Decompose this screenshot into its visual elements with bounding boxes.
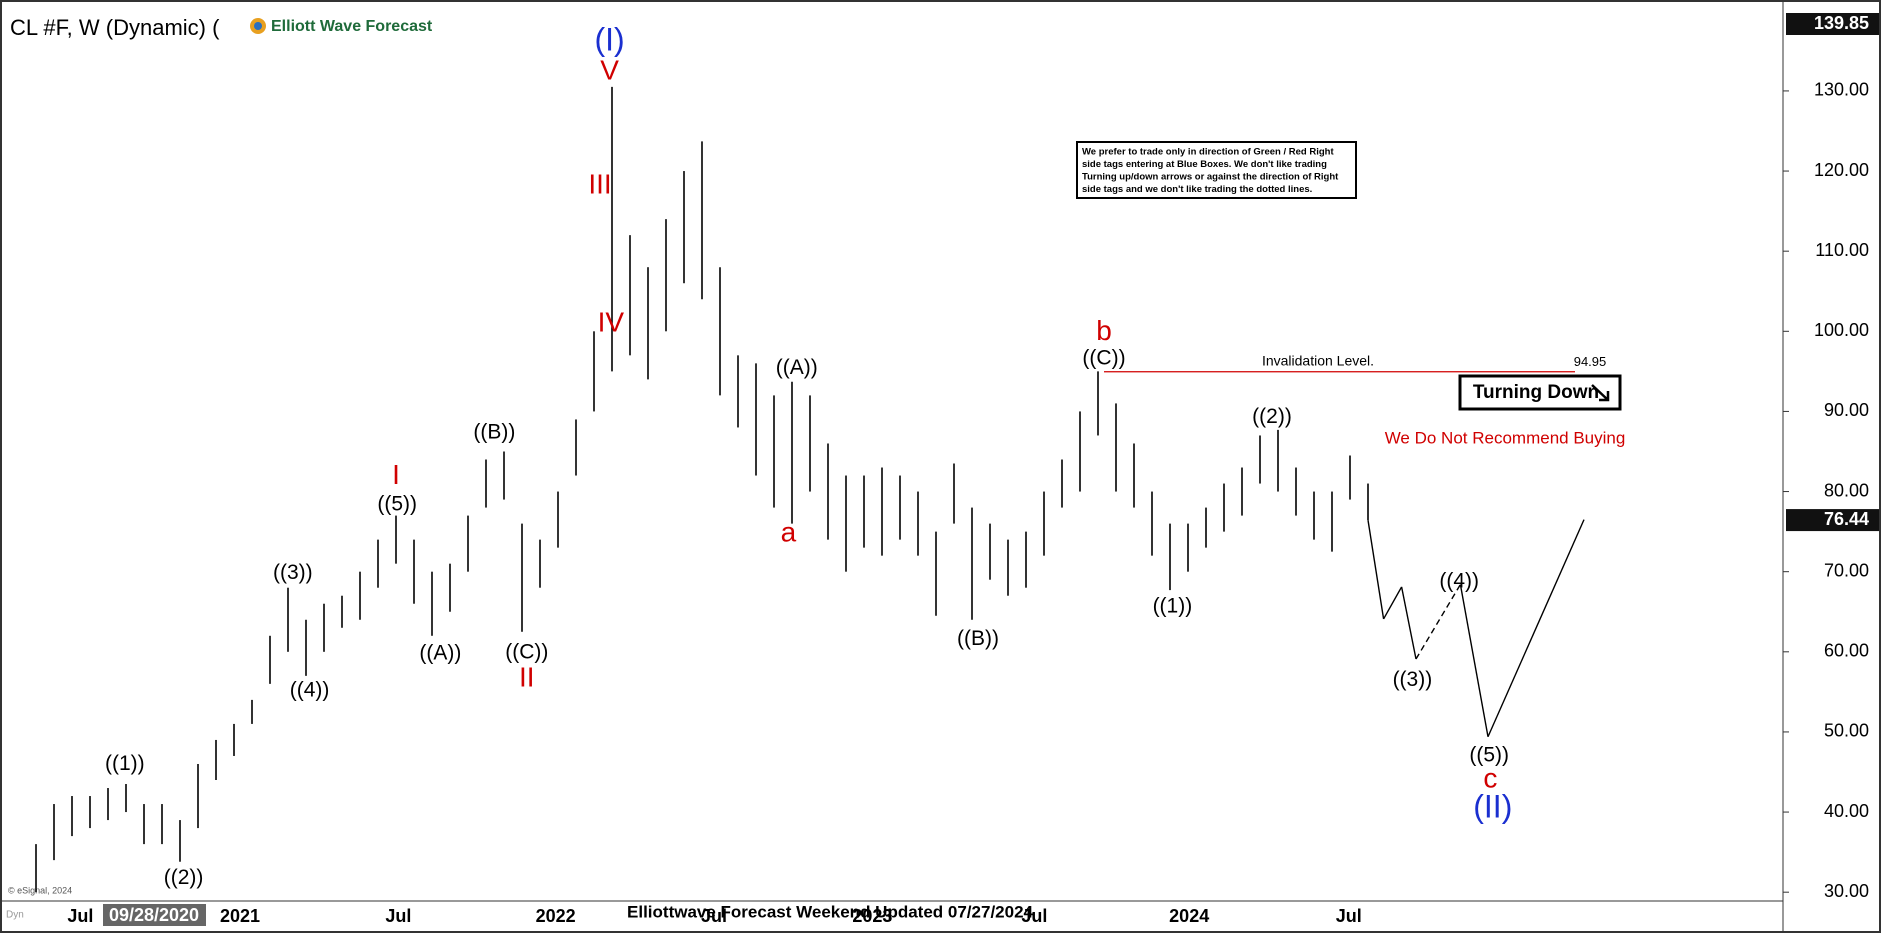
projection-line — [1382, 586, 1403, 620]
wave-label: ((5)) — [1469, 744, 1509, 767]
badge-arrow — [1591, 384, 1610, 402]
wave-label: a — [781, 516, 797, 547]
wave-label: c — [1483, 762, 1497, 793]
projection-line — [1400, 586, 1417, 660]
y-tick-label: 90.00 — [1824, 400, 1869, 420]
note-line: Turning up/down arrows or against the di… — [1082, 172, 1339, 183]
x-tick-label: Jul — [385, 906, 411, 926]
y-tick-label: 130.00 — [1814, 80, 1869, 100]
warning: We Do Not Recommend Buying — [1385, 428, 1626, 447]
wave-label: (II) — [1473, 788, 1512, 824]
wave-label: (I) — [594, 21, 624, 57]
wave-label: IV — [598, 306, 625, 337]
projection-line — [1459, 584, 1489, 737]
wave-label: ((A)) — [419, 642, 461, 665]
wave-label: ((5)) — [377, 493, 417, 516]
wave-label: ((4)) — [1439, 570, 1479, 593]
wave-label: ((C)) — [505, 640, 548, 663]
wave-label: III — [588, 168, 611, 199]
x-tick-label: 2024 — [1169, 906, 1209, 926]
footer: Elliottwave Forecast Weekend Updated 07/… — [627, 902, 1034, 921]
crosshair-date: 09/28/2020 — [109, 905, 199, 925]
top-price-tag — [1786, 13, 1879, 35]
wave-label: ((B)) — [957, 627, 999, 650]
wave-label: ((4)) — [290, 679, 330, 702]
y-tick-label: 60.00 — [1824, 641, 1869, 661]
wave-label: ((B)) — [473, 421, 515, 444]
x-tick-label: 2021 — [220, 906, 260, 926]
y-tick-label: 30.00 — [1824, 881, 1869, 901]
note-line: side tags and we don't like trading the … — [1082, 184, 1312, 195]
wave-label: ((1)) — [105, 752, 145, 775]
invalidation-value: 94.95 — [1574, 354, 1607, 369]
wave-label: b — [1096, 315, 1112, 346]
top-price-label: 139.85 — [1814, 13, 1869, 33]
wave-label: ((2)) — [164, 866, 204, 889]
badge-text: Turning Down — [1473, 382, 1599, 403]
copyright: © eSignal, 2024 — [8, 885, 72, 895]
note-line: We prefer to trade only in direction of … — [1082, 147, 1334, 158]
projection-line — [1487, 519, 1585, 738]
wave-label: ((A)) — [776, 356, 818, 379]
wave-label: ((3)) — [1393, 668, 1433, 691]
x-tick-label: 2023 — [852, 906, 892, 926]
y-tick-label: 100.00 — [1814, 320, 1869, 340]
chart-title: CL #F, W (Dynamic) ( — [10, 15, 220, 40]
y-tick-label: 80.00 — [1824, 480, 1869, 500]
wave-label: I — [392, 459, 400, 490]
y-tick-label: 120.00 — [1814, 160, 1869, 180]
logo-text: Elliott Wave Forecast — [271, 18, 433, 35]
y-tick-label: 50.00 — [1824, 721, 1869, 741]
x-tick-label: Jul — [701, 906, 727, 926]
x-tick-label: Jul — [67, 906, 93, 926]
logo-icon-inner — [254, 22, 262, 30]
footer-bg — [618, 903, 1042, 925]
projection-line — [1367, 519, 1385, 620]
last-price-tag — [1786, 509, 1879, 532]
note-line: side tags entering at Blue Boxes. We don… — [1082, 159, 1327, 170]
crosshair-date-bg — [103, 904, 206, 926]
invalidation-label: Invalidation Level. — [1262, 352, 1374, 368]
wave-label: ((3)) — [273, 561, 313, 584]
wave-label: II — [519, 662, 535, 693]
x-tick-label: 2022 — [536, 906, 576, 926]
y-tick-label: 40.00 — [1824, 801, 1869, 821]
wave-label: ((1)) — [1153, 595, 1193, 618]
y-tick-label: 110.00 — [1815, 240, 1869, 260]
dyn-label: Dyn — [6, 910, 24, 921]
last-price-label: 76.44 — [1824, 509, 1869, 529]
y-tick-label: 70.00 — [1824, 560, 1869, 580]
wave-label: ((2)) — [1252, 405, 1292, 428]
x-tick-label: Jul — [1021, 906, 1047, 926]
projection-line — [1415, 584, 1462, 660]
note-box — [1076, 141, 1357, 199]
x-tick-label: Jul — [1336, 906, 1362, 926]
badge-box — [1458, 374, 1622, 411]
wave-label: V — [600, 54, 619, 85]
wave-label: ((C)) — [1082, 346, 1125, 369]
